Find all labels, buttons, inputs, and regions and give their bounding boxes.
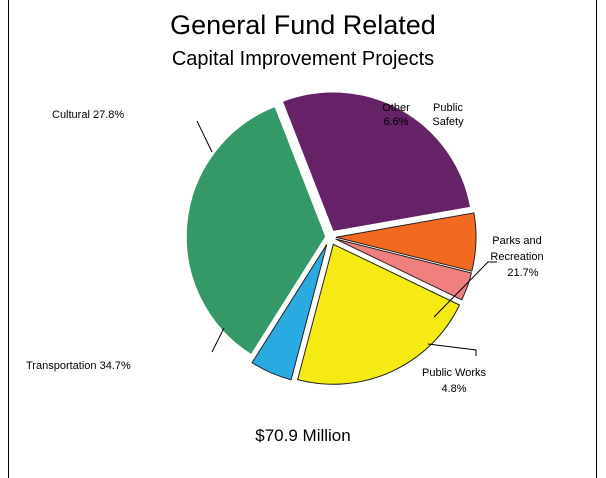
pie-slice-transportation xyxy=(185,105,327,357)
pie-slice-other xyxy=(335,212,477,272)
leader-line-transportation xyxy=(211,327,225,353)
slice-label-line: 4.8% xyxy=(441,383,466,395)
slice-label-line: Cultural 27.8% xyxy=(52,109,124,121)
slice-label-line: 6.6% xyxy=(383,116,408,128)
slice-label-line: 21.7% xyxy=(507,267,538,279)
slice-label-public-safety: Public Safety xyxy=(432,102,464,128)
slice-label-other: Other 6.6% xyxy=(382,102,410,128)
leader-line-cultural xyxy=(196,120,213,153)
slice-labels: Other 6.6% Public Safety Parks and Recreation… xyxy=(26,102,544,395)
leader-line-parks xyxy=(433,261,497,318)
pie-slice-parks xyxy=(297,243,461,385)
pie-slice-public-safety xyxy=(335,238,473,301)
chart-frame xyxy=(8,0,597,478)
pie-slice-public-works xyxy=(251,244,328,381)
leader-lines xyxy=(196,120,497,356)
slice-label-transportation: Transportation 34.7% xyxy=(26,360,131,372)
slice-label-line: Other xyxy=(382,102,410,114)
slice-label-line: Public Works xyxy=(422,367,486,379)
chart-title: General Fund Related xyxy=(170,10,436,40)
slice-label-line: Public xyxy=(433,102,463,114)
pie-slice-cultural xyxy=(281,91,472,233)
slice-label-line: Recreation xyxy=(490,251,543,263)
total-label: $70.9 Million xyxy=(255,426,351,445)
chart-subtitle: Capital Improvement Projects xyxy=(171,48,435,70)
slice-label-public-works: Public Works 4.8% xyxy=(422,367,486,395)
slice-label-line: Parks and xyxy=(492,235,542,247)
slice-label-line: Safety xyxy=(432,116,464,128)
slice-label-cultural: Cultural 27.8% xyxy=(52,109,124,121)
slice-label-line: Transportation 34.7% xyxy=(26,360,131,372)
slice-label-parks: Parks and Recreation 21.7% xyxy=(490,235,543,279)
pie-slices xyxy=(185,91,477,385)
leader-line-public-works xyxy=(427,343,477,356)
